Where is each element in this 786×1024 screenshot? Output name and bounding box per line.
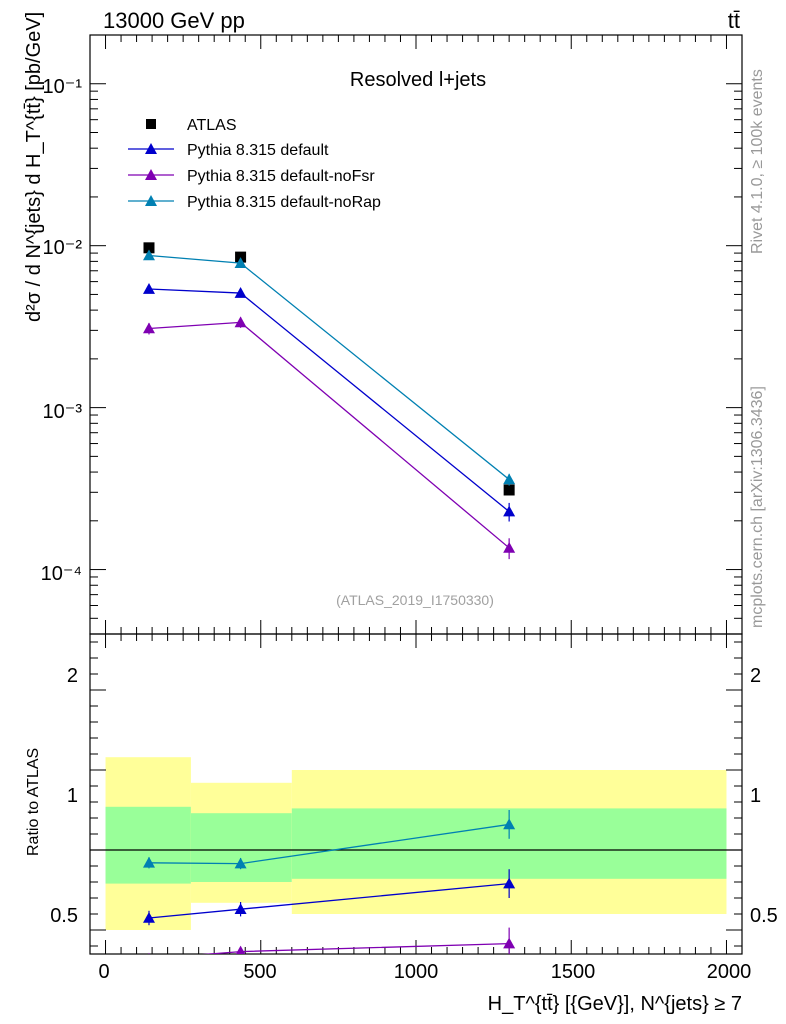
source-info: mcplots.cern.ch [arXiv:1306.3436] [749, 386, 766, 628]
y-tick-label: 10⁻³ [43, 401, 83, 423]
analysis-watermark: (ATLAS_2019_I1750330) [336, 592, 494, 608]
ratio-axis-ticks [89, 634, 743, 954]
data-point-atlas [143, 242, 155, 254]
ratio-point [503, 937, 516, 949]
main-axis-ticks [89, 34, 743, 635]
ratio-band-inner [190, 813, 292, 882]
ratio-band-inner [105, 806, 191, 884]
data-point-atlas [503, 484, 515, 496]
ratio-point [235, 945, 246, 954]
x-tick-label: 1500 [551, 961, 596, 983]
y-tick-label: 10⁻⁴ [41, 563, 82, 585]
ratio-point [148, 952, 150, 954]
data-point-default [142, 283, 155, 294]
data-point-default [234, 287, 247, 298]
ratio-y-tick-labels: 2 1 0.5 2 1 0.5 [50, 665, 778, 927]
data-point-default [503, 505, 516, 517]
data-point-norap [142, 249, 155, 261]
x-tick-label: 0 [98, 961, 109, 983]
ratio-point [142, 912, 155, 923]
legend-marker-atlas [146, 119, 156, 129]
process-label: tt̄ [728, 8, 740, 33]
data-point-norap [234, 257, 247, 268]
data-point-norap [503, 473, 516, 485]
x-axis-title: H_T^{tt̄} [{GeV}], N^{jets} ≥ 7 [488, 993, 742, 1015]
series-line [148, 288, 510, 513]
ratio-point [234, 857, 247, 869]
data-point-nofsr [142, 322, 155, 334]
legend-marker-norap [145, 195, 157, 206]
y-tick-label: 10⁻² [43, 237, 83, 259]
ratio-plot-data [142, 810, 516, 954]
ratio-y-tick-label-right: 0.5 [750, 905, 778, 927]
ratio-y-tick-label-right: 2 [750, 665, 761, 687]
legend-label: Pythia 8.315 default-noFsr [187, 168, 375, 185]
legend: ATLAS Pythia 8.315 default Pythia 8.315 … [128, 117, 381, 211]
data-point-atlas [235, 251, 247, 263]
data-point-nofsr [234, 316, 247, 328]
ratio-point [503, 877, 516, 889]
legend-marker-nofsr [145, 169, 157, 180]
rivet-info: Rivet 4.1.0, ≥ 100k events [749, 69, 766, 254]
legend-label: Pythia 8.315 default-noRap [187, 194, 381, 211]
ratio-series-line [201, 942, 510, 954]
ratio-point [142, 856, 155, 868]
series-line [148, 254, 510, 480]
legend-marker-default [145, 143, 157, 154]
ratio-y-axis-title: Ratio to ATLAS [25, 748, 42, 856]
x-tick-label: 500 [243, 961, 276, 983]
x-tick-label: 1000 [394, 961, 439, 983]
x-tick-label: 2000 [707, 961, 752, 983]
ratio-uncertainty-bands [105, 757, 727, 930]
x-tick-labels: 0 500 1000 1500 2000 [98, 961, 751, 983]
y-tick-label: 10⁻¹ [43, 76, 83, 98]
ratio-point [234, 903, 247, 914]
main-plot-data [142, 242, 516, 560]
ratio-point [503, 818, 516, 830]
main-y-tick-labels: 10⁻¹ 10⁻² 10⁻³ 10⁻⁴ [41, 76, 83, 585]
energy-label: 13000 GeV pp [103, 8, 245, 33]
ratio-y-tick-label-right: 1 [750, 785, 761, 807]
legend-label: Pythia 8.315 default [187, 142, 329, 159]
legend-label: ATLAS [187, 117, 237, 134]
ratio-y-tick-label: 2 [67, 665, 78, 687]
main-y-axis-title: d²σ / d N^{jets} d H_T^{tt̄} [pb/GeV] [23, 12, 45, 322]
ratio-y-tick-label: 0.5 [50, 905, 78, 927]
plot-title: Resolved l+jets [350, 69, 486, 91]
data-point-nofsr [503, 541, 516, 553]
ratio-y-tick-label: 1 [67, 785, 78, 807]
